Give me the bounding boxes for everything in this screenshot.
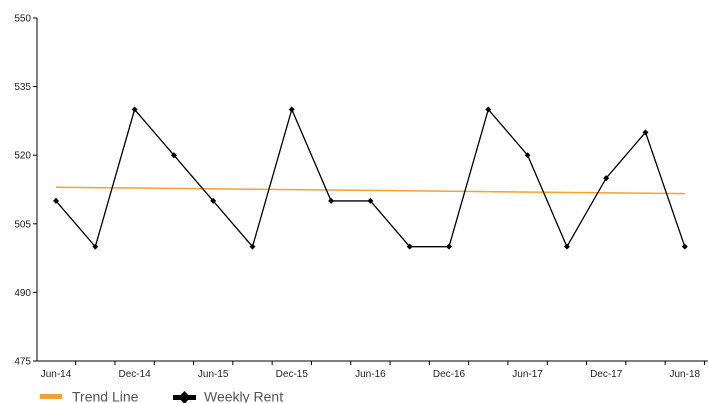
legend-trend-line-swatch — [40, 394, 62, 399]
legend-weekly-rent-label: Weekly Rent — [204, 389, 283, 403]
legend: Trend Line Weekly Rent — [40, 389, 283, 403]
x-tick-label: Jun-17 — [512, 369, 543, 380]
y-axis-ticks: 475 490 505 520 535 550 — [14, 14, 37, 368]
y-tick-label: 535 — [14, 82, 31, 93]
weekly-rent-point — [92, 243, 99, 250]
y-tick-label: 490 — [14, 288, 31, 299]
weekly-rent-point — [249, 243, 256, 250]
x-tick-label: Dec-16 — [433, 369, 466, 380]
weekly-rent-point — [485, 106, 492, 113]
x-tick-label: Jun-16 — [355, 369, 386, 380]
x-axis-ticks: Jun-14 Dec-14 Jun-15 Dec-15 Jun-16 Dec-16 Jun-… — [41, 361, 705, 380]
legend-weekly-rent-swatch — [173, 391, 196, 403]
x-tick-label: Jun-15 — [198, 369, 229, 380]
weekly-rent-point — [642, 129, 649, 136]
y-tick-label: 505 — [14, 219, 31, 230]
weekly-rent-point — [406, 243, 413, 250]
weekly-rent-point — [563, 243, 570, 250]
weekly-rent-line — [55, 107, 686, 249]
weekly-rent-point — [603, 175, 610, 182]
x-tick-label: Jun-14 — [41, 369, 72, 380]
weekly-rent-point — [524, 152, 531, 159]
weekly-rent-point — [367, 197, 374, 204]
x-tick-label: Dec-15 — [276, 369, 309, 380]
y-tick-label: 475 — [14, 357, 31, 368]
weekly-rent-point — [446, 243, 452, 250]
x-tick-label: Jun-18 — [670, 369, 701, 380]
trend-line — [55, 186, 685, 195]
weekly-rent-point — [328, 197, 335, 204]
chart-axes — [36, 18, 708, 362]
legend-trend-line-label: Trend Line — [72, 389, 139, 403]
y-tick-label: 550 — [14, 14, 31, 25]
weekly-rent-point — [53, 197, 59, 204]
weekly-rent-point — [681, 243, 688, 250]
weekly-rent-point — [288, 106, 295, 113]
weekly-rent-point — [210, 197, 217, 204]
x-tick-label: Dec-14 — [118, 369, 151, 380]
x-tick-label: Dec-17 — [590, 369, 623, 380]
weekly-rent-point — [170, 152, 177, 159]
legend-weekly-rent-swatch-marker — [178, 391, 191, 403]
weekly-rent-point — [131, 106, 138, 113]
y-tick-label: 520 — [14, 151, 31, 162]
series-layer — [53, 106, 688, 250]
